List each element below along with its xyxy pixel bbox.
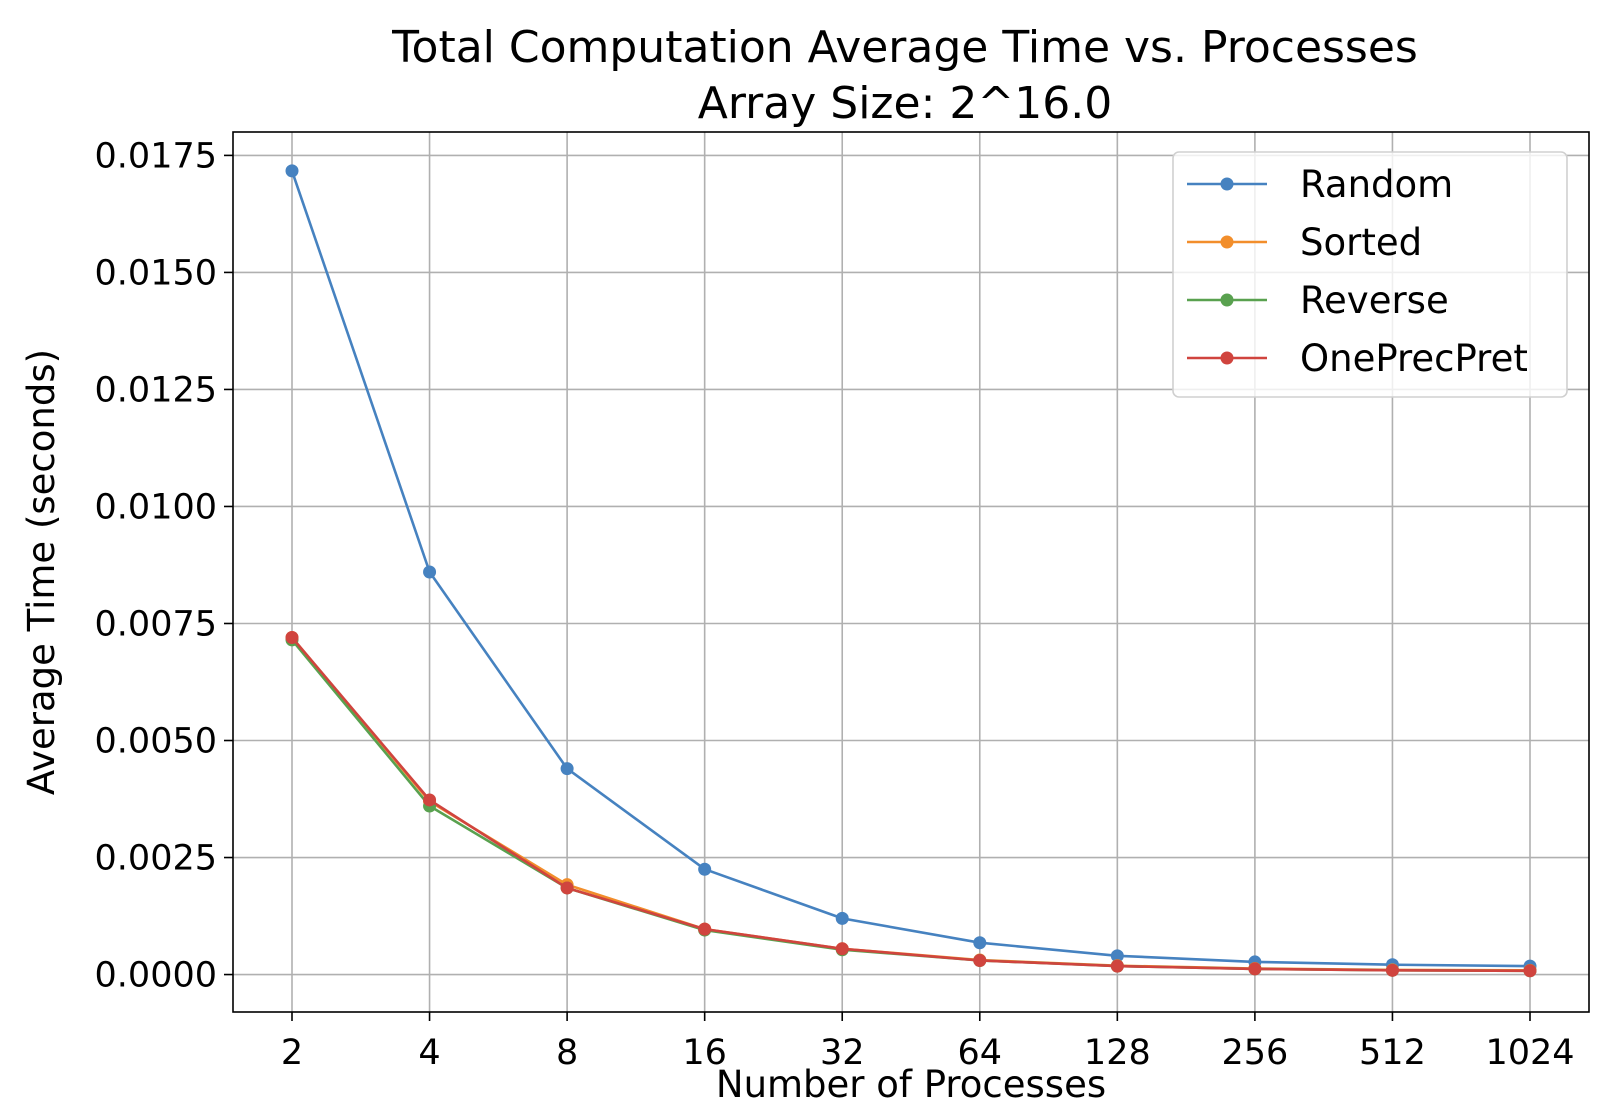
data-point-oneprecpret	[973, 954, 987, 968]
series-line-sorted	[291, 636, 1531, 972]
legend-marker-reverse	[1220, 293, 1234, 307]
x-tick-label: 32	[820, 1033, 865, 1073]
legend-marker-oneprecpret	[1220, 351, 1234, 365]
y-tick-label: 0.0150	[95, 253, 217, 293]
series-line-reverse	[290, 639, 1531, 973]
data-point-oneprecpret	[423, 793, 437, 807]
data-point-random	[560, 762, 574, 776]
legend-label-oneprecpret: OnePrecPret	[1300, 337, 1528, 380]
data-point-oneprecpret	[1385, 963, 1399, 977]
legend-label-reverse: Reverse	[1300, 279, 1449, 322]
chart-title: Total Computation Average Time vs. Proce…	[391, 22, 1418, 73]
legend-marker-random	[1220, 177, 1234, 191]
data-point-oneprecpret	[698, 922, 712, 936]
x-tick-label: 128	[1084, 1033, 1151, 1073]
data-point-random	[423, 565, 437, 579]
y-tick-label: 0.0175	[95, 136, 217, 176]
data-point-oneprecpret	[560, 881, 574, 895]
data-point-random	[1110, 949, 1124, 963]
y-axis-label: Average Time (seconds)	[20, 349, 63, 795]
legend: Random Sorted Reverse OnePrecPret	[1172, 151, 1568, 398]
legend-marker-sorted	[1220, 235, 1234, 249]
x-tick-label: 512	[1359, 1033, 1426, 1073]
y-tick-label: 0.0025	[95, 839, 217, 879]
x-tick-label: 8	[556, 1033, 578, 1073]
x-tick-label: 4	[418, 1033, 440, 1073]
x-tick-label: 256	[1221, 1033, 1288, 1073]
chart-subtitle: Array Size: 2^16.0	[698, 78, 1112, 129]
y-axis-ticks: 0.0000 0.0025 0.0050 0.0075 0.0100 0.0125 0.01…	[95, 136, 233, 996]
data-point-oneprecpret	[835, 942, 849, 956]
legend-box	[1172, 151, 1568, 398]
y-tick-label: 0.0000	[95, 956, 217, 996]
data-point-oneprecpret	[1110, 959, 1124, 973]
series-line-random	[290, 170, 1531, 968]
data-point-random	[698, 862, 712, 876]
x-tick-label: 1024	[1485, 1033, 1574, 1073]
data-point-oneprecpret	[1248, 962, 1262, 976]
data-point-random	[835, 911, 849, 925]
data-point-oneprecpret	[285, 631, 299, 645]
legend-label-sorted: Sorted	[1300, 221, 1422, 264]
data-point-random	[973, 936, 987, 950]
data-point-oneprecpret	[1523, 964, 1537, 978]
plot-series	[285, 164, 1537, 978]
y-tick-label: 0.0050	[95, 722, 217, 762]
plot-area-frame	[232, 131, 1590, 1013]
x-tick-label: 2	[281, 1033, 303, 1073]
y-tick-label: 0.0125	[95, 370, 217, 410]
legend-label-random: Random	[1300, 163, 1453, 206]
x-axis-ticks: 2 4 8 16 32 64 128 256 512 1024	[281, 1012, 1575, 1073]
y-tick-label: 0.0075	[95, 604, 217, 644]
x-tick-label: 64	[958, 1033, 1003, 1073]
x-tick-label: 16	[682, 1033, 727, 1073]
series-line-oneprecpret	[291, 636, 1531, 973]
x-axis-label: Number of Processes	[716, 1063, 1106, 1106]
grid-lines	[233, 132, 1589, 1012]
data-point-random	[285, 164, 299, 178]
y-tick-label: 0.0100	[95, 487, 217, 527]
